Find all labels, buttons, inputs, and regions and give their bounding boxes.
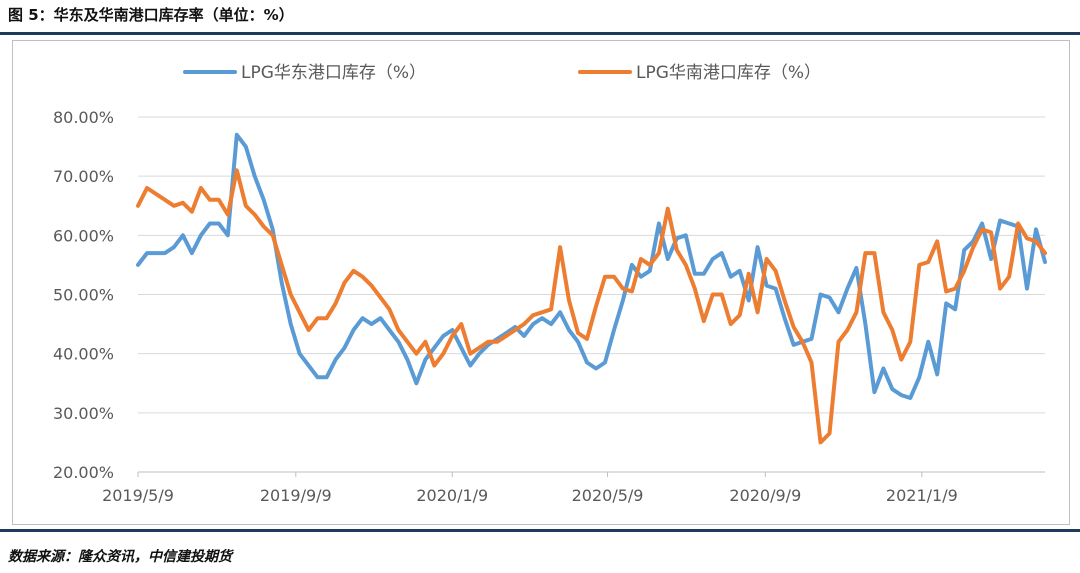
top-rule — [0, 32, 1080, 35]
x-tick-label: 2020/9/9 — [729, 486, 801, 505]
x-tick-label: 2019/9/9 — [260, 486, 332, 505]
y-tick-label: 20.00% — [53, 463, 114, 482]
x-tick-label: 2020/1/9 — [416, 486, 488, 505]
line-chart: 20.00% 30.00% 40.00% 50.00% 60.00% 70.00% 80.0… — [53, 63, 1047, 505]
legend: LPG华东港口库存（%） LPG华南港口库存（%） — [183, 63, 821, 83]
legend-label-south-china: LPG华南港口库存（%） — [636, 63, 821, 83]
series-line-east-china — [136, 132, 1047, 400]
y-tick-label: 40.00% — [53, 345, 114, 364]
y-axis: 20.00% 30.00% 40.00% 50.00% 60.00% 70.00% 80.0… — [53, 108, 114, 482]
x-tick-label: 2019/5/9 — [102, 486, 174, 505]
x-tick-label: 2021/1/9 — [886, 486, 958, 505]
source-note: 数据来源：隆众资讯，中信建投期货 — [8, 549, 232, 565]
y-tick-label: 70.00% — [53, 167, 114, 186]
y-tick-label: 30.00% — [53, 404, 114, 423]
y-tick-label: 80.00% — [53, 108, 114, 127]
y-tick-label: 50.00% — [53, 286, 114, 305]
series-lines — [136, 132, 1047, 445]
y-tick-label: 60.00% — [53, 226, 114, 245]
x-tick-label: 2020/5/9 — [572, 486, 644, 505]
gridlines — [138, 116, 1045, 473]
legend-label-east-china: LPG华东港口库存（%） — [241, 63, 426, 83]
bottom-rule — [0, 529, 1080, 532]
x-axis: 2019/5/9 2019/9/9 2020/1/9 2020/5/9 2020/9/9… — [102, 472, 958, 505]
series-line-south-china — [136, 168, 1047, 445]
chart-frame: 20.00% 30.00% 40.00% 50.00% 60.00% 70.00% 80.0… — [12, 40, 1070, 525]
figure-title: 图 5：华东及华南港口库存率（单位：%） — [8, 6, 294, 24]
